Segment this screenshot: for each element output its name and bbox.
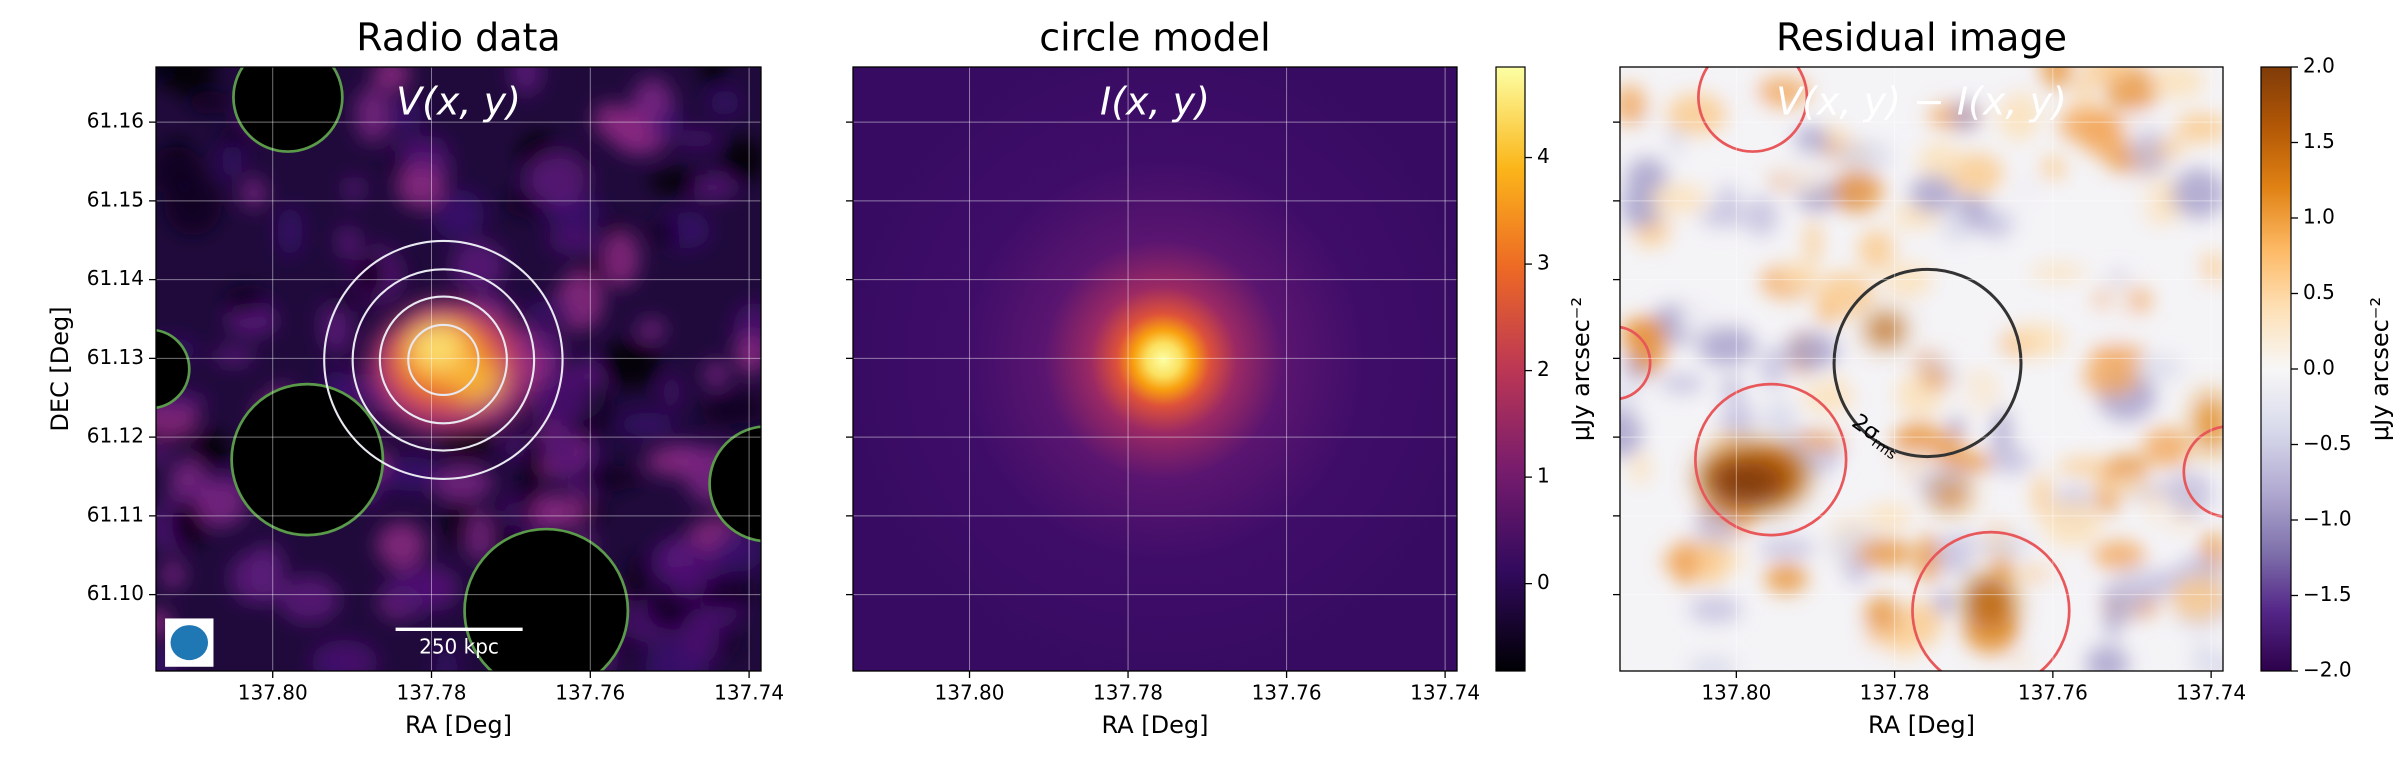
x-tick-label: 137.78 xyxy=(397,681,467,705)
y-tick-label: 61.15 xyxy=(87,187,144,211)
x-axis-label: RA [Deg] xyxy=(1868,711,1975,739)
aperture-ring xyxy=(351,268,536,452)
annotation: I(x, y) xyxy=(1100,80,1210,124)
mask-region xyxy=(463,527,630,671)
colorbar-tick-label: 0.5 xyxy=(2303,280,2335,304)
colorbar xyxy=(1495,66,1526,672)
colorbar-tick-label: 2.0 xyxy=(2303,54,2335,78)
aperture-ring xyxy=(407,323,480,397)
y-tick-label: 61.13 xyxy=(87,345,144,369)
x-tick-label: 137.76 xyxy=(555,681,625,705)
x-tick-label: 137.80 xyxy=(935,681,1005,705)
contour xyxy=(1697,67,1809,153)
colorbar-tick-label: −1.0 xyxy=(2303,507,2352,531)
panel-title: circle model xyxy=(1039,16,1270,60)
x-tick-label: 137.74 xyxy=(1410,681,1480,705)
x-axis-label: RA [Deg] xyxy=(405,711,512,739)
y-tick-label: 61.14 xyxy=(87,266,144,290)
x-tick-label: 137.76 xyxy=(1252,681,1322,705)
rms-circle xyxy=(1832,267,2023,459)
beam xyxy=(170,625,209,661)
colorbar-tick-label: 3 xyxy=(1537,251,1550,275)
y-tick-label: 61.12 xyxy=(87,424,144,448)
mask-region xyxy=(708,425,761,543)
colorbar-label: μJy arcsec⁻² xyxy=(1567,297,1595,441)
colorbar-tick-label: −1.5 xyxy=(2303,582,2352,606)
colorbar-label: μJy arcsec⁻² xyxy=(2366,297,2394,441)
y-tick-label: 61.16 xyxy=(87,109,144,133)
contour xyxy=(1911,530,2071,671)
x-tick-label: 137.74 xyxy=(2176,681,2246,705)
x-tick-label: 137.80 xyxy=(238,681,308,705)
x-tick-label: 137.80 xyxy=(1701,681,1771,705)
x-axis-label: RA [Deg] xyxy=(1102,711,1209,739)
colorbar-tick-label: 2 xyxy=(1537,357,1550,381)
scale-bar-label: 250 kpc xyxy=(419,635,499,659)
colorbar-tick-label: 4 xyxy=(1537,144,1550,168)
image-panel xyxy=(853,67,1457,671)
model-image xyxy=(853,67,1457,671)
colorbar-tick-label: 1 xyxy=(1537,464,1550,488)
panel-title: Radio data xyxy=(356,16,560,60)
mask-region xyxy=(232,67,344,153)
contour xyxy=(1694,382,1848,537)
x-tick-label: 137.74 xyxy=(714,681,784,705)
y-axis-label: DEC [Deg] xyxy=(46,306,74,431)
colorbar-tick-label: −0.5 xyxy=(2303,431,2352,455)
axes-frame xyxy=(852,66,1458,672)
y-tick-label: 61.10 xyxy=(87,581,144,605)
y-tick-label: 61.11 xyxy=(87,502,144,526)
colorbar-tick-label: 0.0 xyxy=(2303,356,2335,380)
axes-frame xyxy=(155,66,762,672)
x-tick-label: 137.76 xyxy=(2018,681,2088,705)
aperture-ring xyxy=(323,239,564,480)
axes-frame xyxy=(1619,66,2224,672)
contour xyxy=(2182,425,2223,518)
mask-region xyxy=(230,382,385,537)
colorbar xyxy=(2260,66,2292,672)
annotation: V(x, y) xyxy=(396,80,521,124)
annotation: V(x, y) − I(x, y) xyxy=(1776,80,2067,124)
x-tick-label: 137.78 xyxy=(1093,681,1163,705)
colorbar-tick-label: 0 xyxy=(1537,570,1550,594)
colorbar-tick-label: −2.0 xyxy=(2303,658,2352,682)
aperture-ring xyxy=(378,295,508,425)
panel-title: Residual image xyxy=(1776,16,2067,60)
image-panel xyxy=(156,67,761,671)
image-panel xyxy=(1620,67,2223,671)
colorbar-tick-label: 1.5 xyxy=(2303,129,2335,153)
mask-region xyxy=(156,328,191,410)
x-tick-label: 137.78 xyxy=(1860,681,1930,705)
contour xyxy=(1620,325,1652,401)
colorbar-tick-label: 1.0 xyxy=(2303,205,2335,229)
